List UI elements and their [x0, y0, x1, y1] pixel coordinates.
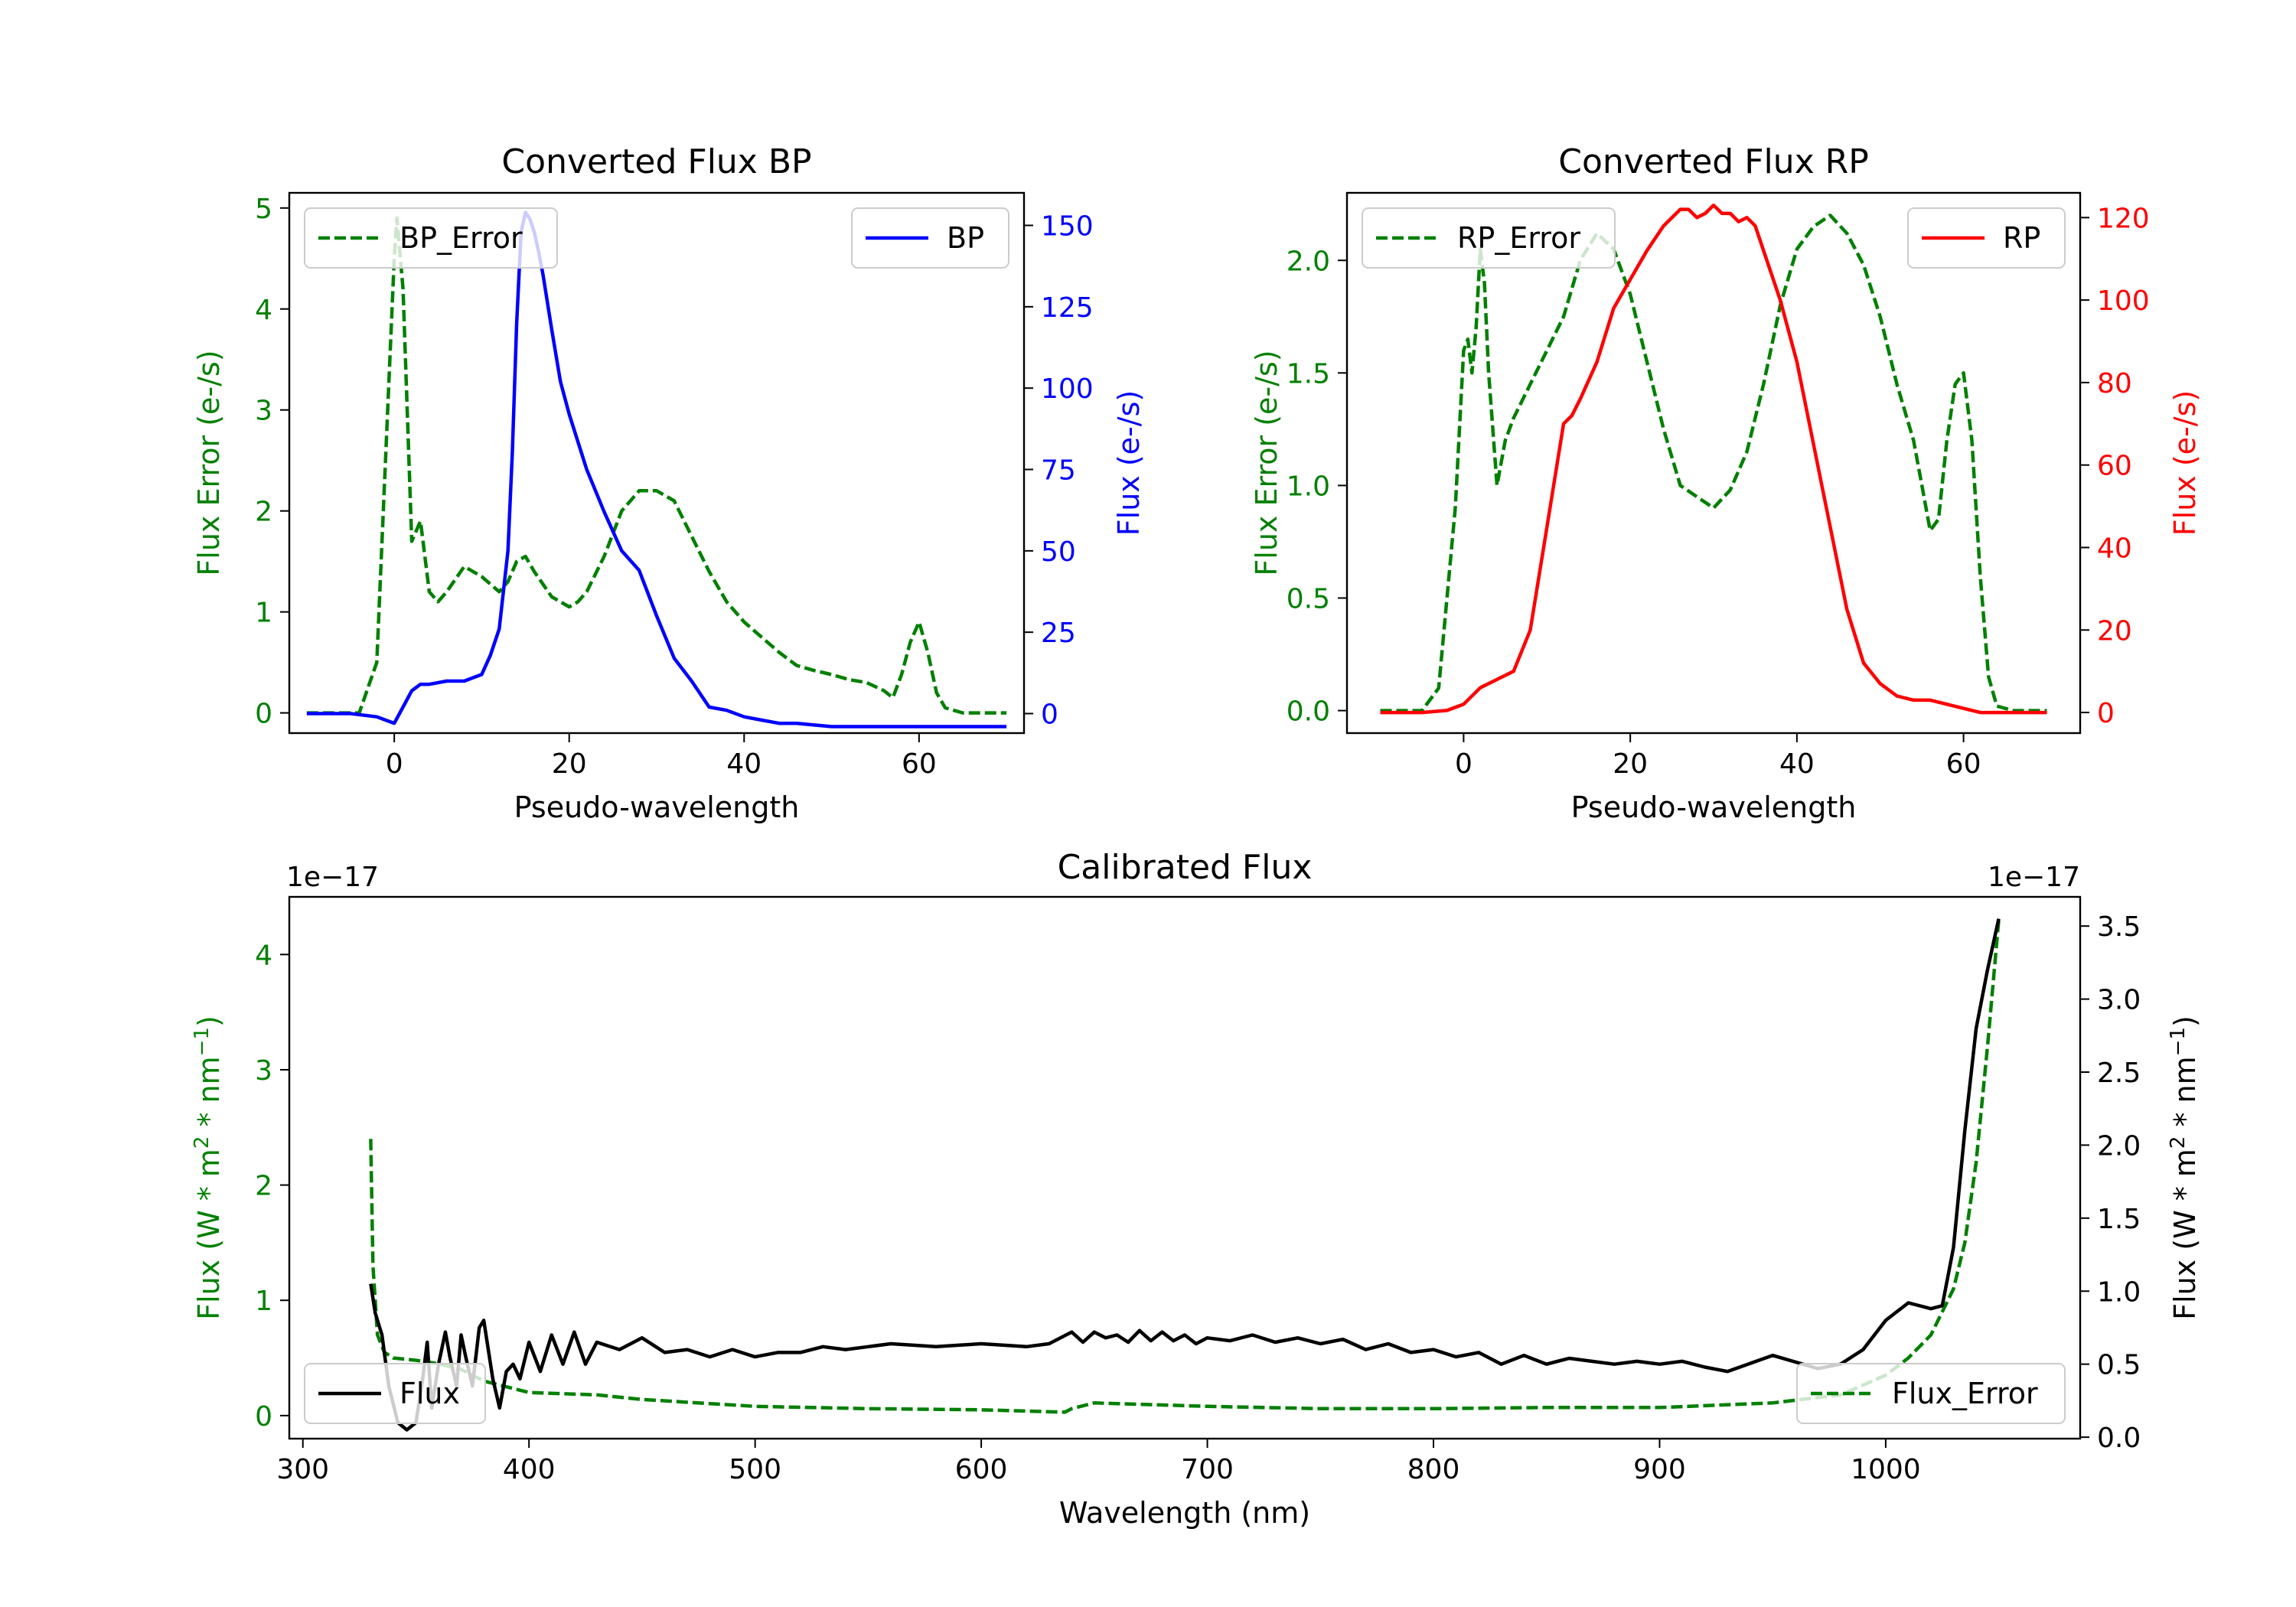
- y-left-tick-label: 3: [255, 1055, 272, 1087]
- y-right-tick-label: 20: [2097, 615, 2132, 647]
- chart-title: Calibrated Flux: [1058, 848, 1313, 887]
- y-right-tick-label: 150: [1041, 211, 1094, 243]
- y-left-tick-label: 4: [255, 940, 272, 971]
- x-tick-label: 60: [1946, 748, 1981, 780]
- y-left-axis-label: Flux Error (e-/s): [1250, 350, 1283, 575]
- y-left-tick-label: 2: [255, 1171, 272, 1202]
- series-line-bp: [306, 210, 1007, 729]
- legend-box: [304, 207, 558, 269]
- y-right-axis-label: Flux (e-/s): [1112, 390, 1146, 536]
- x-tick-label: 700: [1181, 1454, 1234, 1485]
- sci-offset-right: 1e−17: [1988, 862, 2080, 893]
- axes-frame: [288, 191, 1026, 735]
- sci-offset-left: 1e−17: [286, 862, 379, 893]
- y-right-tick-label: 120: [2097, 203, 2150, 234]
- y-right-tick-label: 75: [1041, 455, 1076, 487]
- chart-title: Converted Flux BP: [501, 142, 811, 181]
- y-left-tick-label: 0.0: [1287, 696, 1330, 728]
- y-left-axis-label: Flux Error (e-/s): [192, 350, 226, 575]
- y-left-tick-label: 3: [255, 396, 272, 427]
- legend-rp: RP: [1907, 207, 2066, 269]
- legend-label: RP: [2003, 221, 2040, 255]
- y-right-tick-label: 125: [1041, 292, 1094, 324]
- y-right-tick-label: 0.0: [2097, 1423, 2141, 1454]
- legend-flux-error: Flux_Error: [1796, 1363, 2066, 1424]
- x-axis-label: Pseudo-wavelength: [514, 790, 800, 824]
- y-right-tick-label: 100: [1041, 373, 1094, 405]
- x-tick-label: 0: [386, 748, 403, 780]
- x-tick-label: 500: [729, 1454, 781, 1485]
- legend-box: [1907, 207, 2066, 269]
- legend-label: Flux: [400, 1377, 460, 1410]
- y-left-tick-label: 0: [255, 699, 272, 730]
- legend-label: BP_Error: [400, 221, 523, 255]
- y-left-tick-label: 2: [255, 497, 272, 528]
- legend-box: [851, 207, 1009, 269]
- y-right-tick-label: 0.5: [2097, 1350, 2141, 1381]
- y-right-tick-label: 80: [2097, 368, 2132, 399]
- y-left-tick-label: 4: [255, 295, 272, 326]
- y-left-tick-label: 0.5: [1287, 584, 1330, 615]
- legend-box: [304, 1363, 486, 1424]
- y-left-tick-label: 2.0: [1287, 246, 1330, 277]
- y-right-tick-label: 25: [1041, 618, 1076, 649]
- x-axis-label: Wavelength (nm): [1059, 1496, 1310, 1530]
- y-left-tick-label: 0: [255, 1401, 272, 1433]
- y-right-axis-label: Flux (W * m2 * nm−1): [2167, 1015, 2202, 1320]
- x-tick-label: 40: [1779, 748, 1815, 780]
- y-left-tick-label: 1.0: [1287, 471, 1330, 502]
- series-line-bp-error: [306, 216, 1007, 715]
- panel-calibrated: 300 400 500 600 700 800 900 1000 0 1 2 3 4 0.0 0.5 1.0 1…: [191, 848, 2202, 1530]
- y-left-tick-label: 1: [255, 598, 272, 629]
- legend-box: [1796, 1363, 2066, 1424]
- y-right-tick-label: 1.0: [2097, 1276, 2141, 1308]
- series-line-flux: [369, 918, 2001, 1432]
- series-line-flux-error: [369, 919, 2001, 1414]
- y-right-tick-label: 100: [2097, 285, 2150, 317]
- y-left-tick-label: 5: [255, 194, 272, 225]
- legend-rp-error: RP_Error: [1362, 207, 1616, 269]
- y-right-tick-label: 50: [1041, 536, 1076, 568]
- chart-title: Converted Flux RP: [1558, 142, 1869, 181]
- x-tick-label: 40: [726, 748, 762, 780]
- x-tick-label: 300: [276, 1454, 329, 1485]
- y-left-tick-label: 1.5: [1287, 358, 1330, 390]
- series-line-rp-error: [1380, 214, 2047, 712]
- x-tick-label: 400: [503, 1454, 556, 1485]
- panel-rp: 0 20 40 60 0.0 0.5 1.0 1.5 2.0 0 20 40 60 80 100 120 Con…: [1250, 142, 2202, 824]
- y-right-tick-label: 1.5: [2097, 1204, 2141, 1235]
- axes-frame: [1345, 191, 2082, 735]
- x-tick-label: 0: [1455, 748, 1473, 780]
- y-left-axis-label: Flux (W * m2 * nm−1): [191, 1015, 226, 1320]
- legend-label: BP: [947, 221, 984, 255]
- axes-frame: [288, 895, 2082, 1440]
- legend-bp: BP: [851, 207, 1009, 269]
- y-left-tick-label: 1: [255, 1286, 272, 1317]
- y-right-tick-label: 40: [2097, 533, 2132, 564]
- x-tick-label: 800: [1407, 1454, 1460, 1485]
- y-right-axis-label: Flux (e-/s): [2168, 390, 2202, 536]
- series-line-rp: [1380, 203, 2047, 715]
- x-tick-label: 20: [552, 748, 587, 780]
- x-tick-label: 60: [902, 748, 937, 780]
- legend-label: Flux_Error: [1892, 1377, 2038, 1410]
- y-right-tick-label: 2.5: [2097, 1058, 2141, 1089]
- legend-bp-error: BP_Error: [304, 207, 558, 269]
- x-tick-label: 1000: [1851, 1454, 1921, 1485]
- legend-box: [1362, 207, 1616, 269]
- legend-flux: Flux: [304, 1363, 486, 1424]
- y-right-tick-label: 0: [2097, 698, 2115, 729]
- x-axis-label: Pseudo-wavelength: [1571, 790, 1857, 824]
- x-tick-label: 20: [1613, 748, 1648, 780]
- legend-label: RP_Error: [1457, 221, 1580, 255]
- y-right-tick-label: 0: [1041, 699, 1058, 730]
- y-right-tick-label: 3.5: [2097, 911, 2141, 943]
- y-right-tick-label: 60: [2097, 451, 2132, 482]
- y-right-tick-label: 2.0: [2097, 1130, 2141, 1162]
- y-right-tick-label: 3.0: [2097, 985, 2141, 1016]
- x-tick-label: 900: [1633, 1454, 1686, 1485]
- x-tick-label: 600: [955, 1454, 1008, 1485]
